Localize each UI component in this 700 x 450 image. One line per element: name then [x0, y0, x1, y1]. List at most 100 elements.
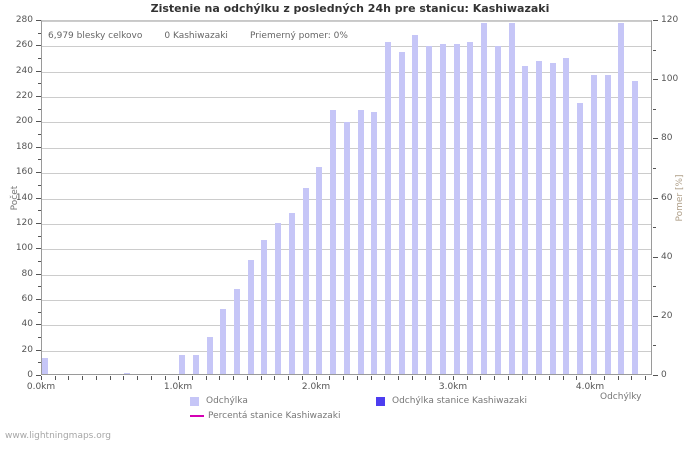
x-tick	[425, 376, 426, 380]
y-tick-minor-right	[653, 345, 656, 346]
x-tick	[151, 376, 152, 380]
x-tick	[549, 376, 550, 380]
y-tick-label-left: 140	[15, 193, 33, 203]
y-tick-label-left: 160	[15, 167, 33, 177]
x-tick	[453, 376, 454, 380]
y-tick-minor-left	[38, 33, 41, 34]
y-tick-major-left	[36, 248, 41, 249]
legend-label-odchylka: Odchýlka	[206, 396, 248, 406]
y-tick-label-left: 240	[15, 66, 33, 76]
x-tick	[247, 376, 248, 380]
bar	[288, 212, 295, 374]
x-tick	[522, 376, 523, 380]
bar	[220, 309, 227, 374]
x-tick	[192, 376, 193, 380]
chart-legend: Odchýlka Odchýlka stanice Kashiwazaki Pe…	[190, 396, 660, 426]
x-tick	[123, 376, 124, 380]
annotation-text: Priemerný pomer: 0%	[249, 31, 348, 41]
y-tick-major-left	[36, 350, 41, 351]
x-tick	[439, 376, 440, 380]
y-tick-label-left: 40	[21, 319, 33, 329]
x-tick	[55, 376, 56, 380]
bar	[467, 41, 474, 374]
y-tick-major-left	[36, 45, 41, 46]
x-tick	[41, 376, 42, 380]
x-tick	[604, 376, 605, 380]
y-tick-label-right: 40	[661, 252, 673, 262]
y-tick-major-left	[36, 121, 41, 122]
y-tick-major-left	[36, 324, 41, 325]
x-tick	[480, 376, 481, 380]
bar	[604, 74, 611, 374]
x-tick	[165, 376, 166, 380]
x-tick	[68, 376, 69, 380]
x-tick-label: 0.0km	[26, 382, 56, 392]
y-tick-major-left	[36, 198, 41, 199]
legend-item-odchylka[interactable]: Odchýlka	[190, 396, 248, 406]
x-tick	[618, 376, 619, 380]
gridline	[42, 97, 651, 98]
x-tick	[96, 376, 97, 380]
y-tick-minor-right	[653, 50, 656, 51]
x-tick	[302, 376, 303, 380]
x-tick	[274, 376, 275, 380]
y-tick-major-left	[36, 71, 41, 72]
y-tick-label-left: 100	[15, 243, 33, 253]
legend-label-percenta-stanice: Percentá stanice Kashiwazaki	[208, 411, 341, 421]
x-axis-title: Odchýlky	[600, 392, 642, 402]
x-tick	[631, 376, 632, 380]
bar	[439, 44, 446, 374]
y-tick-minor-left	[38, 185, 41, 186]
y-tick-major-left	[36, 172, 41, 173]
y-tick-label-right: 20	[661, 311, 673, 321]
y-tick-minor-left	[38, 362, 41, 363]
y-tick-minor-right	[653, 168, 656, 169]
y-tick-major-left	[36, 274, 41, 275]
y-tick-major-right	[653, 138, 658, 139]
x-tick	[82, 376, 83, 380]
bar	[275, 223, 282, 374]
y-tick-label-right: 100	[661, 74, 679, 84]
bar	[426, 45, 433, 374]
x-tick	[563, 376, 564, 380]
bar	[618, 22, 625, 374]
bar	[343, 121, 350, 374]
x-tick	[261, 376, 262, 380]
annotation-text: 0 Kashiwazaki	[164, 31, 228, 41]
y-tick-major-right	[653, 79, 658, 80]
bars-layer	[42, 21, 651, 374]
watermark: www.lightningmaps.org	[5, 431, 111, 441]
y-tick-major-left	[36, 20, 41, 21]
y-tick-label-left: 280	[15, 15, 33, 25]
y-axis-right-title: Pomer [%]	[675, 174, 685, 222]
y-tick-label-left: 60	[21, 294, 33, 304]
bar	[192, 354, 199, 374]
y-tick-label-left: 260	[15, 40, 33, 50]
x-tick	[233, 376, 234, 380]
y-tick-minor-left	[38, 337, 41, 338]
bar	[536, 60, 543, 374]
bar	[371, 111, 378, 374]
legend-item-odchylka-stanice[interactable]: Odchýlka stanice Kashiwazaki	[376, 396, 527, 406]
bar	[632, 81, 639, 374]
y-tick-minor-right	[653, 227, 656, 228]
legend-swatch-odchylka	[190, 396, 199, 406]
y-tick-major-left	[36, 223, 41, 224]
y-tick-label-left: 120	[15, 218, 33, 228]
y-tick-minor-left	[38, 83, 41, 84]
y-tick-minor-right	[653, 109, 656, 110]
y-tick-major-left	[36, 96, 41, 97]
x-tick-label: 3.0km	[438, 382, 468, 392]
y-tick-major-left	[36, 299, 41, 300]
y-tick-major-right	[653, 257, 658, 258]
x-tick	[357, 376, 358, 380]
x-tick	[508, 376, 509, 380]
x-tick	[219, 376, 220, 380]
x-tick	[645, 376, 646, 380]
bar	[302, 187, 309, 374]
legend-item-percenta-stanice[interactable]: Percentá stanice Kashiwazaki	[190, 411, 341, 421]
bar	[398, 51, 405, 374]
y-tick-major-left	[36, 147, 41, 148]
legend-swatch-percenta-stanice	[190, 415, 204, 417]
